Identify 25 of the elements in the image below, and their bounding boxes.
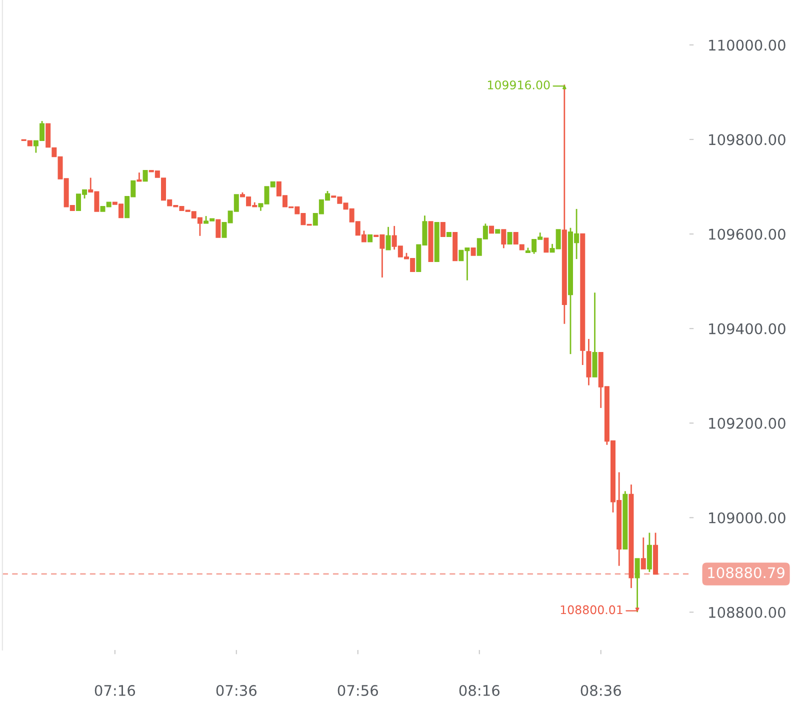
candlestick bbox=[216, 219, 221, 238]
annotation: 109916.00 bbox=[488, 80, 550, 90]
y-tick-label: 109800.00 bbox=[709, 134, 786, 146]
x-tick-label: 07:36 bbox=[216, 684, 256, 696]
y-tick-label: 109400.00 bbox=[709, 323, 786, 334]
y-tick-label: 109000.00 bbox=[709, 512, 786, 524]
candlestick bbox=[640, 536, 646, 570]
y-tick-label: 109200.00 bbox=[709, 418, 786, 429]
candlestick bbox=[501, 229, 506, 249]
x-tick-label: 08:36 bbox=[580, 684, 621, 696]
candlestick bbox=[440, 222, 446, 237]
x-tick-label: 08:16 bbox=[459, 684, 500, 696]
candlestick bbox=[46, 123, 51, 148]
y-tick-label: 110000.00 bbox=[709, 40, 786, 51]
candlestick bbox=[507, 232, 512, 245]
candlestick bbox=[646, 532, 652, 573]
x-tick-label: 07:16 bbox=[94, 684, 136, 696]
candlestick bbox=[544, 238, 549, 253]
y-tick-label: 109600.00 bbox=[709, 228, 786, 240]
candlestick bbox=[386, 226, 391, 250]
candlestick bbox=[142, 170, 148, 182]
annotation: 108800.01 bbox=[560, 605, 622, 614]
y-tick-label: 108800.00 bbox=[709, 606, 786, 618]
ref-line-label: 108880.79 bbox=[708, 567, 784, 578]
x-tick-label: 07:56 bbox=[338, 684, 378, 696]
